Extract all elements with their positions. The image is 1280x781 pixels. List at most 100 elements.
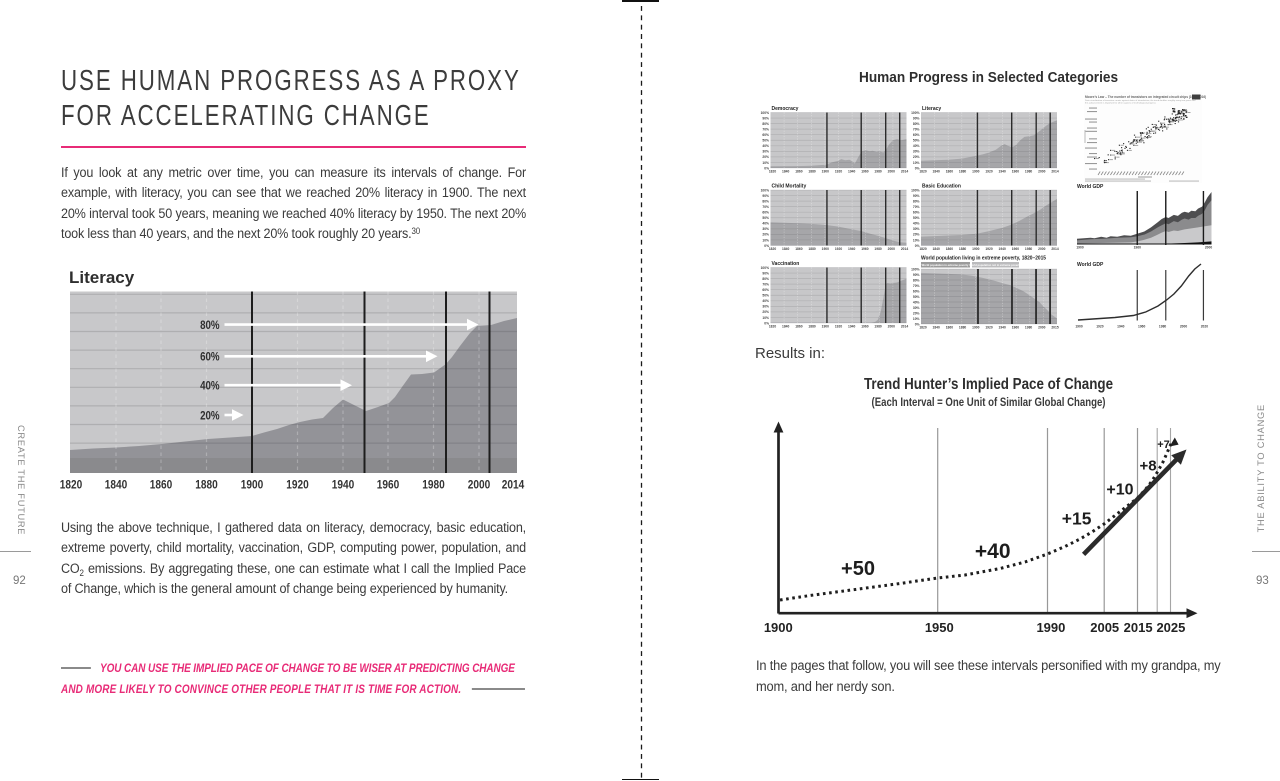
- svg-text:20%: 20%: [913, 155, 920, 159]
- svg-text:1860: 1860: [946, 170, 954, 174]
- svg-text:1960: 1960: [1134, 246, 1142, 250]
- svg-text:70%: 70%: [913, 127, 920, 131]
- svg-text:100%: 100%: [911, 111, 920, 115]
- svg-text:1900: 1900: [1075, 325, 1083, 329]
- svg-text:1840: 1840: [933, 247, 941, 251]
- svg-text:Literacy: Literacy: [922, 106, 941, 112]
- svg-text:2015: 2015: [1124, 620, 1153, 635]
- svg-text:1920: 1920: [835, 170, 843, 174]
- svg-text:1840: 1840: [782, 170, 790, 174]
- svg-text:60%: 60%: [913, 133, 920, 137]
- svg-text:10%: 10%: [762, 238, 769, 242]
- svg-text:40%: 40%: [913, 300, 920, 304]
- svg-text:40%: 40%: [913, 144, 920, 148]
- svg-text:2000: 2000: [888, 170, 896, 174]
- svg-text:1960: 1960: [1012, 326, 1020, 330]
- svg-text:20%: 20%: [762, 310, 769, 314]
- svg-text:90%: 90%: [762, 194, 769, 198]
- svg-text:1860: 1860: [795, 170, 803, 174]
- svg-text:30%: 30%: [913, 306, 920, 310]
- svg-text:2014: 2014: [901, 170, 909, 174]
- svg-text:1920: 1920: [286, 478, 309, 492]
- svg-text:0%: 0%: [764, 166, 769, 170]
- svg-text:30%: 30%: [762, 305, 769, 309]
- svg-text:70%: 70%: [913, 205, 920, 209]
- svg-text:1820: 1820: [769, 325, 777, 329]
- svg-text:50%: 50%: [913, 216, 920, 220]
- svg-text:1960: 1960: [1138, 325, 1146, 329]
- svg-text:1900: 1900: [1076, 246, 1084, 250]
- svg-text:1900: 1900: [822, 247, 830, 251]
- svg-text:1940: 1940: [332, 478, 355, 492]
- svg-text:60%: 60%: [913, 289, 920, 293]
- svg-text:40%: 40%: [762, 222, 769, 226]
- svg-text:+15: +15: [1062, 509, 1092, 529]
- svg-text:90%: 90%: [762, 271, 769, 275]
- svg-text:60%: 60%: [762, 211, 769, 215]
- svg-text:1940: 1940: [999, 247, 1007, 251]
- svg-text:1940: 1940: [1117, 325, 1125, 329]
- svg-text:1840: 1840: [782, 325, 790, 329]
- svg-text:1900: 1900: [972, 326, 980, 330]
- svg-text:10%: 10%: [913, 161, 920, 165]
- svg-text:1980: 1980: [1025, 170, 1033, 174]
- svg-text:+40: +40: [975, 540, 1011, 563]
- svg-text:1980: 1980: [874, 325, 882, 329]
- svg-text:Democracy: Democracy: [772, 106, 799, 112]
- svg-text:2000: 2000: [888, 325, 896, 329]
- svg-text:1960: 1960: [861, 247, 869, 251]
- svg-text:1920: 1920: [985, 326, 993, 330]
- svg-text:40%: 40%: [762, 144, 769, 148]
- svg-text:80%: 80%: [913, 122, 920, 126]
- svg-text:40%: 40%: [200, 379, 220, 393]
- svg-text:0%: 0%: [915, 322, 920, 326]
- svg-text:100%: 100%: [761, 188, 770, 192]
- svg-text:2000: 2000: [888, 247, 896, 251]
- svg-text:1860: 1860: [946, 247, 954, 251]
- svg-text:this advancement is important: this advancement is important for other …: [1085, 102, 1157, 105]
- svg-text:1940: 1940: [999, 170, 1007, 174]
- svg-text:1820: 1820: [919, 326, 927, 330]
- svg-text:90%: 90%: [913, 116, 920, 120]
- svg-text:1980: 1980: [1159, 325, 1167, 329]
- svg-text:70%: 70%: [762, 127, 769, 131]
- svg-text:1920: 1920: [835, 325, 843, 329]
- svg-text:0%: 0%: [915, 244, 920, 248]
- svg-text:80%: 80%: [913, 278, 920, 282]
- svg-text:2000: 2000: [1038, 170, 1046, 174]
- svg-text:2000: 2000: [1205, 246, 1213, 250]
- svg-text:40%: 40%: [762, 299, 769, 303]
- svg-text:20%: 20%: [200, 408, 220, 422]
- svg-text:+8: +8: [1139, 458, 1156, 475]
- svg-text:+10: +10: [1106, 482, 1133, 499]
- svg-text:60%: 60%: [762, 288, 769, 292]
- svg-text:World GDP: World GDP: [1077, 262, 1104, 268]
- svg-text:1980: 1980: [1025, 326, 1033, 330]
- svg-text:2014: 2014: [1051, 247, 1059, 251]
- svg-text:50%: 50%: [913, 139, 920, 143]
- svg-text:Basic Education: Basic Education: [922, 184, 961, 190]
- svg-text:100%: 100%: [761, 111, 770, 115]
- svg-text:1880: 1880: [195, 478, 218, 492]
- svg-text:60%: 60%: [762, 133, 769, 137]
- svg-text:1920: 1920: [835, 247, 843, 251]
- svg-text:2000: 2000: [468, 478, 491, 492]
- svg-text:10%: 10%: [762, 316, 769, 320]
- svg-text:80%: 80%: [762, 199, 769, 203]
- svg-text:World population in extreme po: World population in extreme poverty: [922, 263, 969, 267]
- svg-text:20%: 20%: [762, 233, 769, 237]
- svg-text:10%: 10%: [913, 238, 920, 242]
- svg-text:30%: 30%: [913, 150, 920, 154]
- svg-text:30%: 30%: [762, 227, 769, 231]
- svg-text:100%: 100%: [911, 188, 920, 192]
- svg-text:1840: 1840: [105, 478, 128, 492]
- svg-text:1900: 1900: [764, 620, 793, 635]
- svg-text:1860: 1860: [150, 478, 173, 492]
- svg-text:1860: 1860: [795, 325, 803, 329]
- svg-text:1880: 1880: [959, 247, 967, 251]
- svg-text:50%: 50%: [762, 294, 769, 298]
- svg-text:1960: 1960: [861, 170, 869, 174]
- svg-text:80%: 80%: [200, 318, 220, 332]
- svg-text:0%: 0%: [764, 244, 769, 248]
- svg-text:+50: +50: [841, 558, 875, 580]
